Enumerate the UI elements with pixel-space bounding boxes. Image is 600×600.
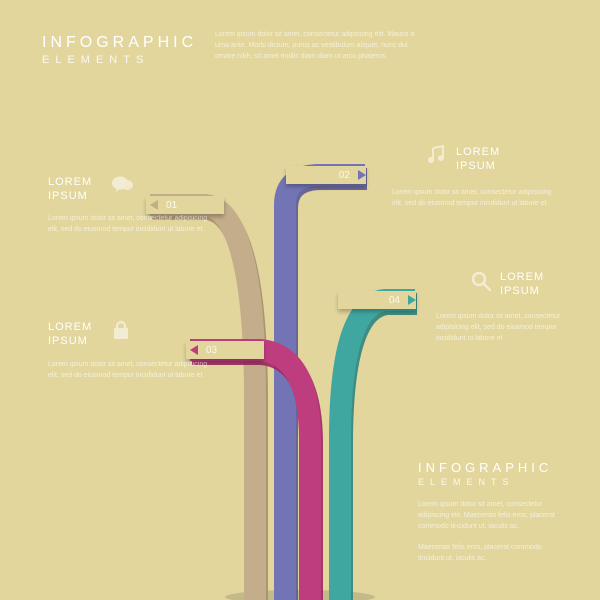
arrow-right-icon <box>358 170 366 180</box>
pill-04: 04 <box>338 291 416 309</box>
pill-02: 02 <box>286 166 366 184</box>
arrow-left-icon <box>190 345 198 355</box>
footer-title: INFOGRAPHIC <box>418 460 552 475</box>
step-number: 02 <box>331 170 358 181</box>
pill-01: 01 <box>150 196 228 214</box>
step-number: 01 <box>158 200 185 211</box>
footer-blurb: Lorem ipsum dolor sit amet, consectetur … <box>418 500 568 565</box>
footer-sub: ELEMENTS <box>418 477 515 487</box>
arrow-left-icon <box>150 200 158 210</box>
header-blurb: Lorem ipsum dolor sit amet, consectetur … <box>215 30 415 63</box>
arrow-right-icon <box>408 295 416 305</box>
pill-03: 03 <box>190 341 268 359</box>
header-title: INFOGRAPHIC <box>42 34 197 52</box>
item-body-i1: Lorem ipsum dolor sit amet, consectetur … <box>48 214 208 236</box>
header-sub: ELEMENTS <box>42 54 149 66</box>
item-title-i4: LOREM IPSUM <box>500 271 544 299</box>
step-number: 04 <box>381 295 408 306</box>
item-body-i4: Lorem ipsum dolor sit amet, consectetur … <box>436 312 581 345</box>
item-body-i2: Lorem ipsum dolor sit amet, consectetur … <box>392 188 552 210</box>
item-title-i3: LOREM IPSUM <box>48 321 92 349</box>
item-title-i2: LOREM IPSUM <box>456 146 500 174</box>
item-body-i3: Lorem ipsum dolor sit amet, consectetur … <box>48 360 208 382</box>
step-number: 03 <box>198 345 225 356</box>
item-title-i1: LOREM IPSUM <box>48 176 92 204</box>
